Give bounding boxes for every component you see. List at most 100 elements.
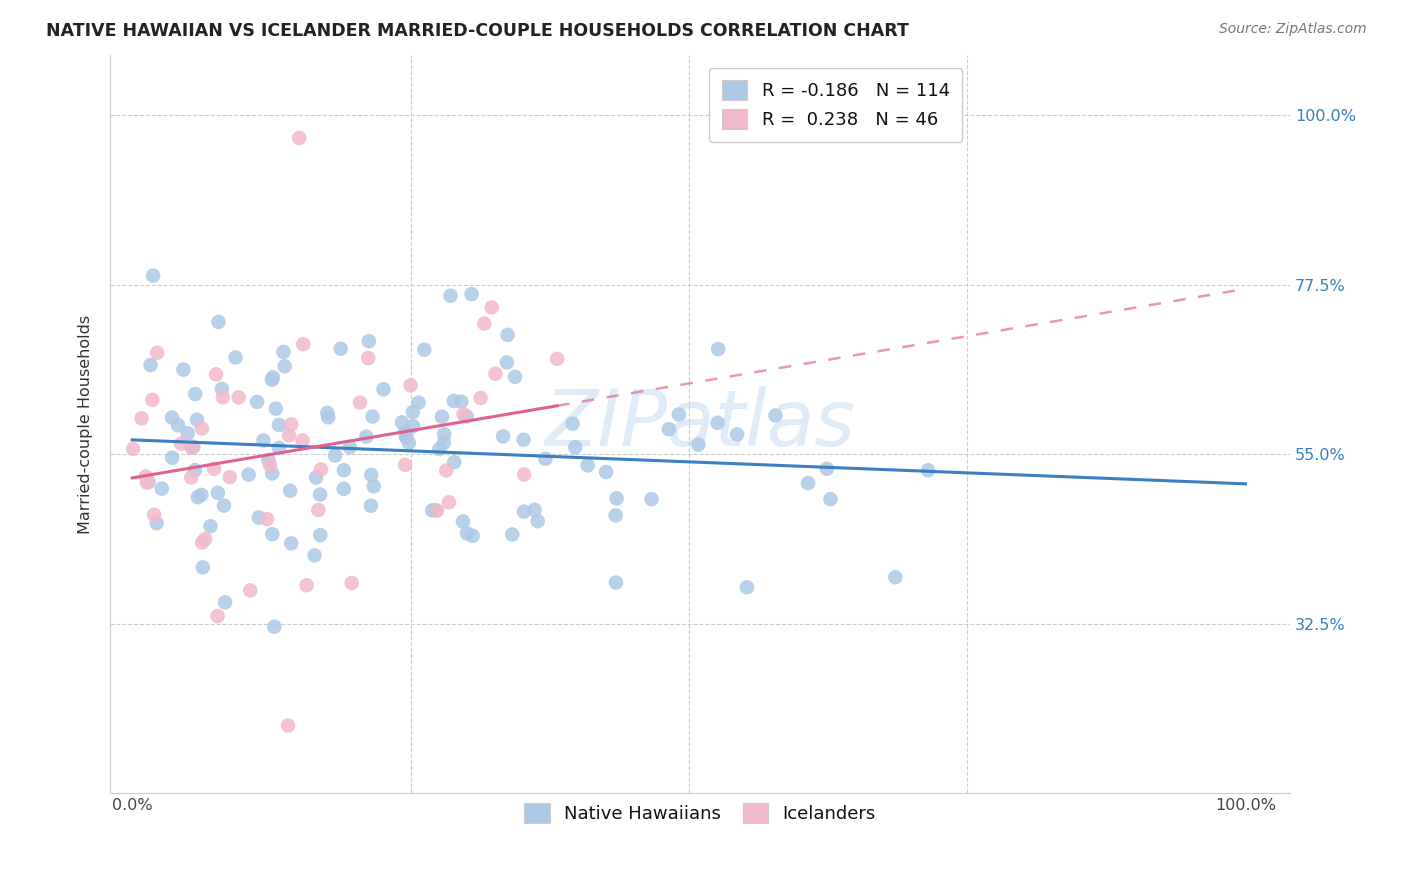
Point [191, 560, 214, 574]
Point [433, 435, 456, 450]
Point [186, 413, 208, 427]
Point [239, 583, 262, 598]
Point [309, 462, 332, 476]
Point [150, 482, 173, 496]
Point [141, 392, 163, 407]
Point [212, 499, 235, 513]
Point [595, 465, 617, 479]
Point [160, 450, 183, 465]
Point [443, 455, 465, 469]
Point [211, 382, 233, 396]
Point [395, 430, 418, 444]
Point [131, 411, 153, 425]
Point [256, 512, 278, 526]
Point [439, 289, 461, 303]
Point [658, 422, 681, 436]
Point [184, 463, 207, 477]
Point [492, 429, 515, 443]
Point [200, 519, 222, 533]
Point [211, 390, 233, 404]
Point [706, 416, 728, 430]
Point [456, 526, 478, 541]
Point [564, 440, 586, 454]
Point [260, 373, 283, 387]
Point [180, 441, 202, 455]
Point [451, 515, 474, 529]
Point [160, 410, 183, 425]
Point [820, 492, 842, 507]
Point [546, 351, 568, 366]
Point [323, 449, 346, 463]
Point [765, 409, 787, 423]
Point [228, 390, 250, 404]
Point [433, 427, 456, 442]
Point [207, 315, 229, 329]
Point [214, 595, 236, 609]
Point [496, 327, 519, 342]
Point [288, 131, 311, 145]
Point [523, 503, 546, 517]
Point [425, 503, 447, 517]
Point [177, 426, 200, 441]
Point [191, 421, 214, 435]
Point [207, 609, 229, 624]
Point [917, 463, 939, 477]
Point [413, 343, 436, 357]
Point [461, 529, 484, 543]
Point [349, 395, 371, 409]
Point [194, 532, 217, 546]
Point [145, 516, 167, 530]
Point [561, 417, 583, 431]
Point [273, 344, 295, 359]
Point [361, 409, 384, 424]
Point [247, 510, 270, 524]
Point [735, 580, 758, 594]
Point [172, 362, 194, 376]
Point [136, 475, 159, 490]
Point [484, 367, 506, 381]
Point [180, 470, 202, 484]
Point [207, 485, 229, 500]
Point [309, 528, 332, 542]
Point [437, 495, 460, 509]
Point [139, 358, 162, 372]
Point [332, 482, 354, 496]
Point [402, 405, 425, 419]
Point [280, 536, 302, 550]
Point [205, 368, 228, 382]
Point [420, 503, 443, 517]
Point [167, 418, 190, 433]
Point [309, 487, 332, 501]
Point [273, 359, 295, 374]
Y-axis label: Married-couple Households: Married-couple Households [79, 315, 93, 533]
Point [202, 462, 225, 476]
Point [707, 342, 730, 356]
Point [142, 268, 165, 283]
Point [357, 351, 380, 365]
Point [606, 491, 628, 506]
Point [267, 441, 290, 455]
Point [304, 549, 326, 563]
Point [357, 334, 380, 348]
Point [460, 287, 482, 301]
Point [187, 490, 209, 504]
Point [307, 503, 329, 517]
Point [191, 535, 214, 549]
Point [360, 499, 382, 513]
Point [399, 378, 422, 392]
Point [263, 620, 285, 634]
Point [725, 427, 748, 442]
Point [427, 442, 450, 456]
Point [534, 451, 557, 466]
Point [398, 436, 420, 450]
Point [291, 434, 314, 448]
Point [257, 453, 280, 467]
Point [278, 483, 301, 498]
Point [170, 436, 193, 450]
Point [356, 430, 378, 444]
Point [305, 470, 328, 484]
Point [259, 458, 281, 472]
Point [456, 409, 478, 424]
Point [430, 409, 453, 424]
Point [246, 394, 269, 409]
